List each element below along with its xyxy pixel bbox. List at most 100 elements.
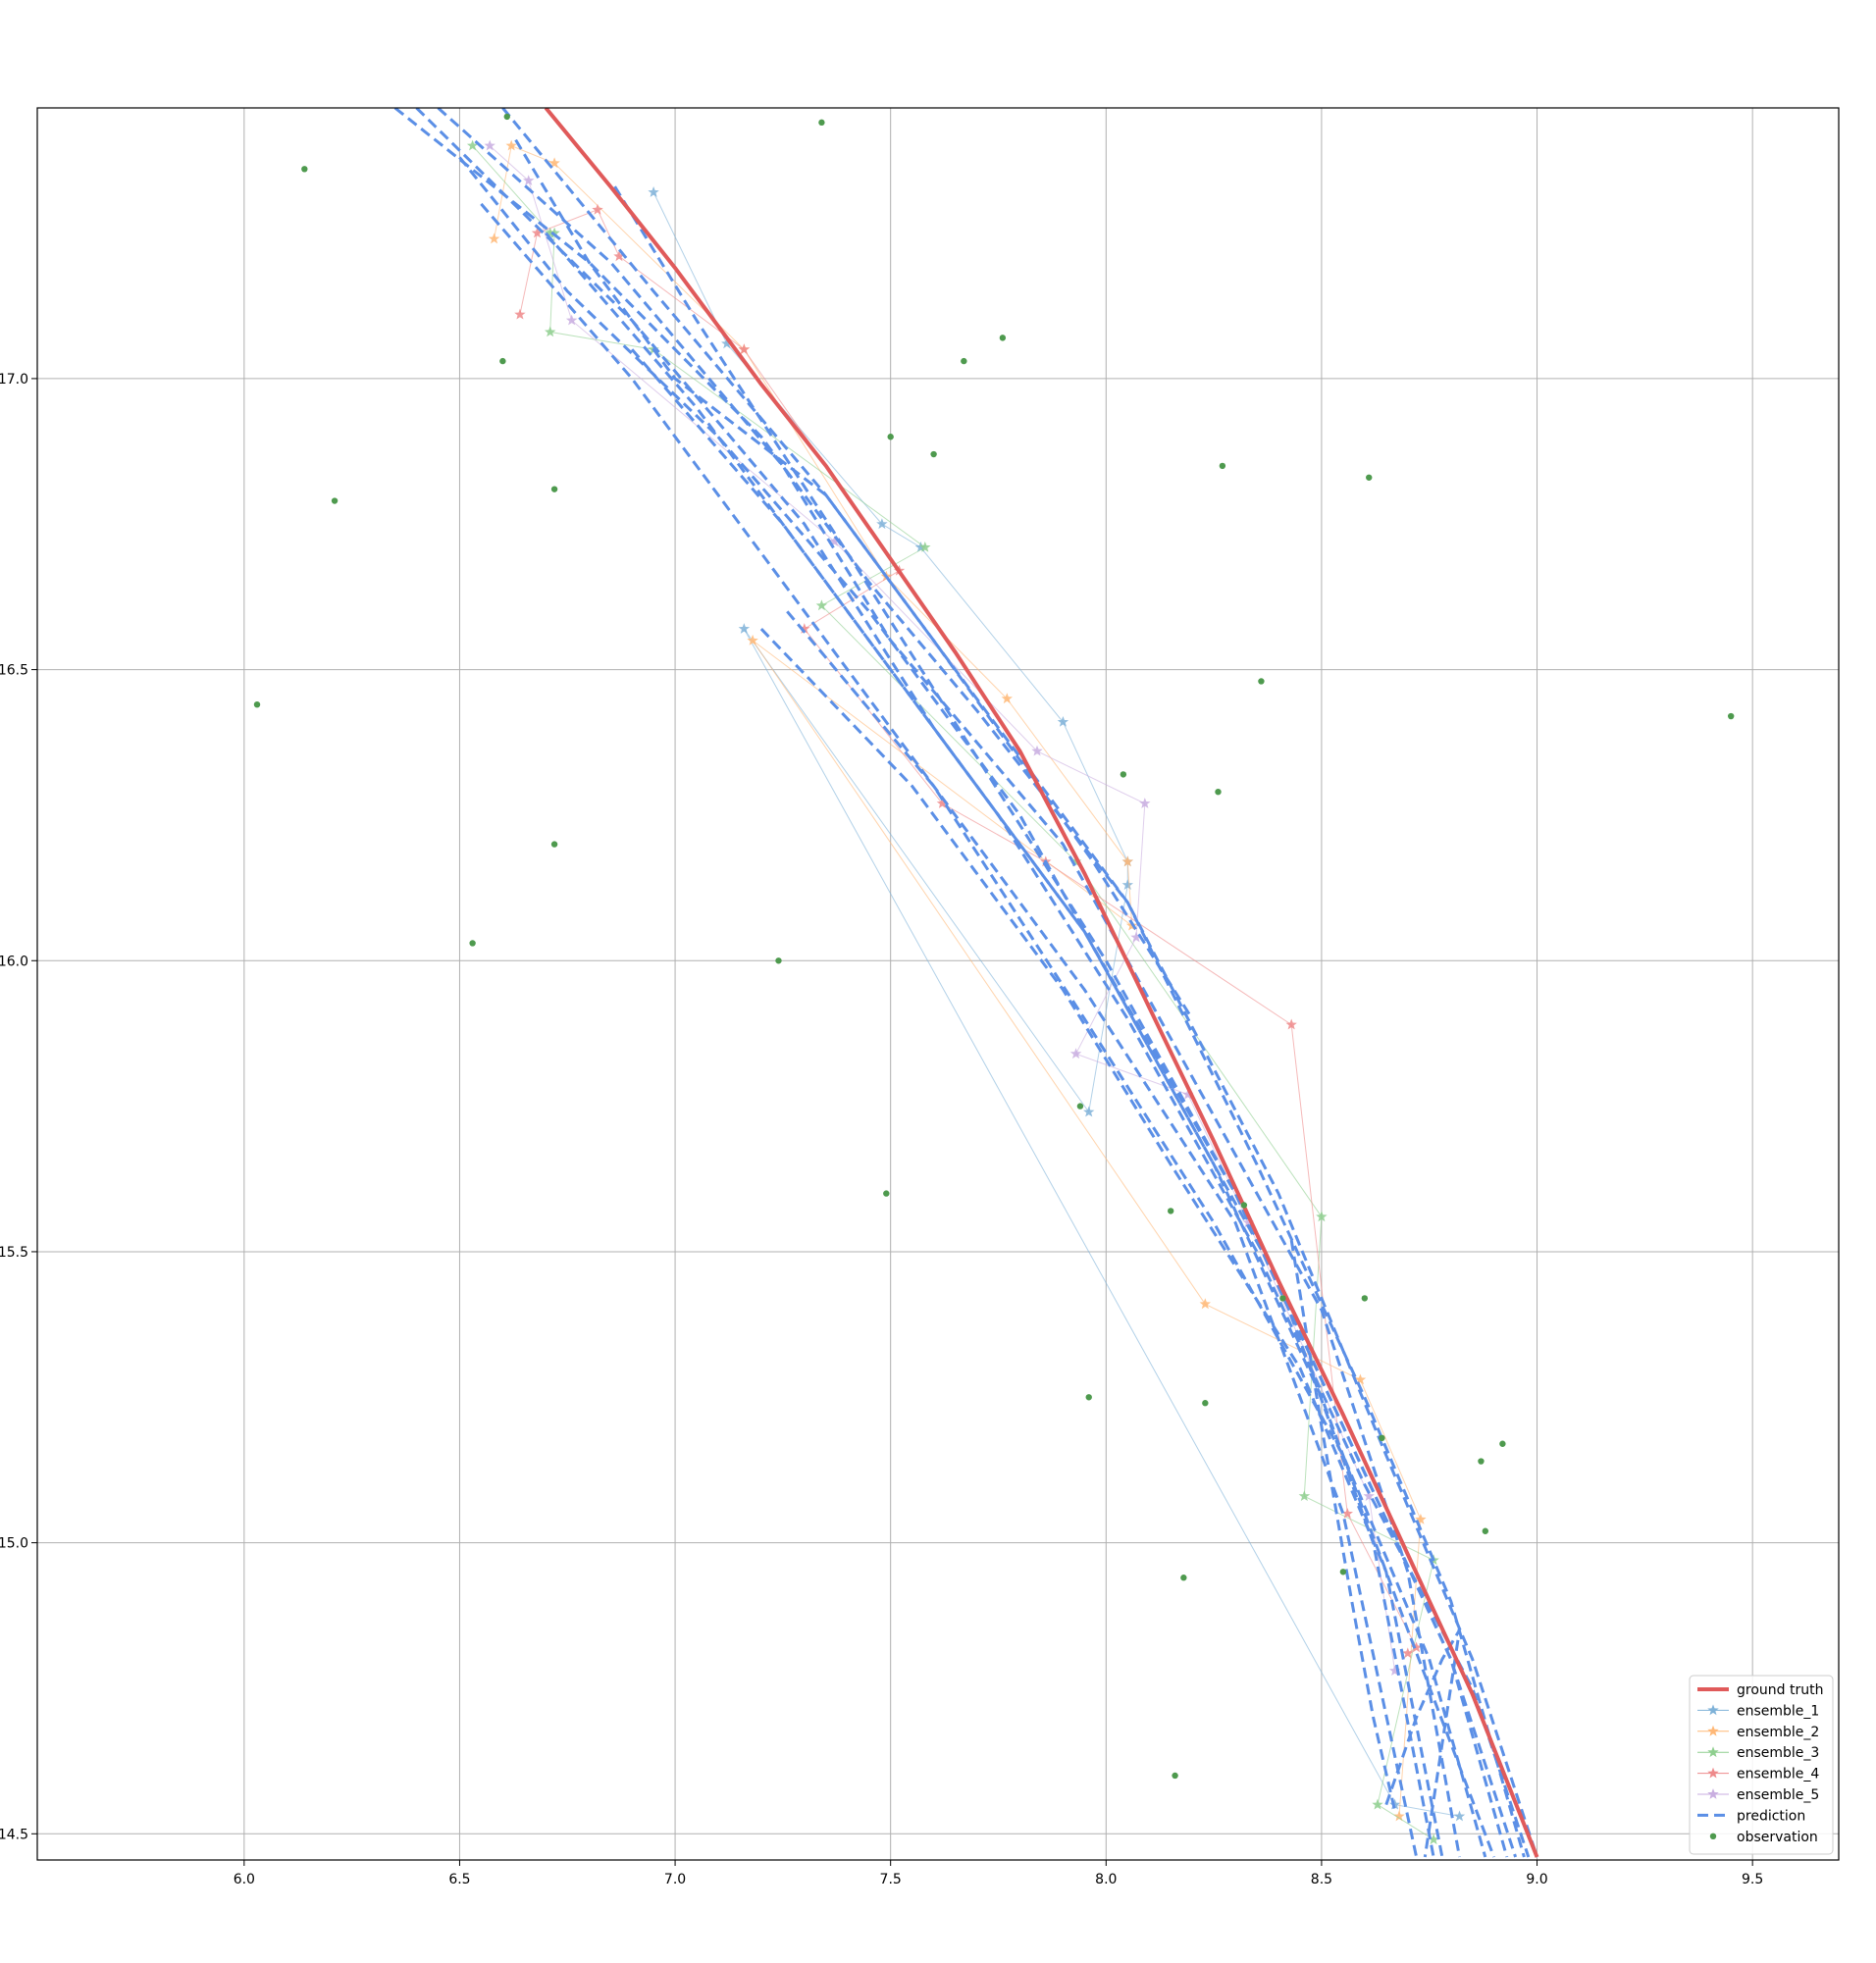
observation-point [1202,1400,1209,1407]
observation-point [331,497,339,504]
ensemble_5-star-point [484,139,495,151]
observation-point [1215,788,1222,796]
ensemble_2-star-point [1393,1810,1405,1822]
observation-point [301,166,308,173]
legend-ensemble_4-star-icon [1707,1767,1719,1779]
observation-point [499,357,506,365]
legend-label-ensemble_2: ensemble_2 [1737,1725,1819,1740]
observation-point [883,1190,890,1197]
ensemble_5-star-point [523,175,535,185]
observation-point [1366,474,1373,481]
observation-point [550,841,558,848]
ensemble_4-star-point [514,308,526,320]
legend-ensemble_2-star-icon [1707,1725,1719,1736]
ensemble_3-star-point [1428,1834,1439,1845]
prediction-line [458,156,1435,1858]
ensemble_4-star-point [613,250,625,262]
ensemble_2-star-point [548,157,560,169]
y-tick-label: 16.0 [0,954,28,969]
observation-point [1167,1208,1174,1214]
y-tick-label: 15.0 [0,1536,28,1552]
ensemble_5-star-point [828,536,841,546]
ensemble_3-star-point [466,139,479,151]
legend-ensemble_1-star-icon [1707,1704,1719,1716]
legend-label-ensemble_3: ensemble_3 [1737,1745,1819,1761]
observation-point [1727,712,1735,720]
ensemble_5-star-point [1031,745,1043,756]
observation-point [961,357,967,365]
ground-truth-line [544,108,1539,1858]
ensemble_1-star-point [648,186,659,197]
ensemble_2-star-point [1121,855,1133,867]
ensemble_4-star-point [1410,1641,1423,1653]
legend-label-ground_truth: ground truth [1737,1682,1823,1698]
prediction-line [514,138,1194,1020]
y-tick-label: 15.5 [0,1245,28,1261]
x-tick-label: 6.0 [234,1872,255,1887]
ensemble_1-star-point [1121,879,1133,890]
observation-point [818,119,825,127]
ensemble_5-star-point [1242,1216,1254,1228]
prediction-line [437,108,1461,1858]
observation-point [1180,1575,1187,1581]
ensemble_1-star-point [1083,1106,1095,1117]
observation-point [469,940,476,947]
prediction-line [501,108,1538,1858]
observation-point [1279,1295,1286,1302]
ensemble_2-star-point [1001,693,1013,704]
legend-label-observation: observation [1737,1830,1818,1845]
ensemble_4-star-point [936,798,949,808]
ensemble_1-star-point [721,337,733,349]
legend-box [1689,1675,1834,1855]
ensemble_3-star-point [548,227,560,238]
observation-point [503,113,510,121]
ensemble_4-star-point [738,343,751,355]
observation-point [1076,1103,1084,1110]
legend-ensemble_5-star-icon [1707,1788,1719,1799]
series-layer [253,108,1735,1858]
ensemble_1-star-point [876,518,888,530]
prediction-line [630,348,1496,1858]
x-tick-label: 8.0 [1095,1872,1117,1887]
x-tick-label: 7.5 [880,1872,902,1887]
ensemble_5-star-point [1130,931,1142,943]
legend-ensemble_3-star-icon [1707,1746,1719,1758]
legend-label-ensemble_1: ensemble_1 [1737,1703,1819,1719]
ensemble_5-star-point [1139,798,1151,808]
ensemble_2-star-point [747,634,758,646]
observation-point [253,700,261,708]
observation-point [1258,678,1265,685]
ensemble_5-star-point [565,314,578,326]
observation-point [1339,1569,1347,1576]
ensemble_1-star-point [738,623,751,634]
ensemble_5-star-point [1069,1048,1082,1059]
plot-frame [36,107,1840,1861]
x-tick-label: 7.0 [664,1872,686,1887]
grid [37,108,1839,1860]
observation-point [930,450,937,458]
observation-point [1499,1440,1506,1447]
ensemble_4-star-point [1402,1647,1414,1659]
y-tick-label: 17.0 [0,372,28,387]
ensemble_5-line [489,145,1396,1672]
observation-point [999,335,1007,341]
ensemble_5-star-point [1363,1490,1375,1501]
ensemble_4-star-point [1341,1508,1353,1519]
observation-point [1379,1434,1385,1442]
legend-observation-dot-icon [1709,1833,1717,1840]
ensemble_2-star-point [1415,1513,1427,1524]
y-tick-label: 14.5 [0,1827,28,1842]
y-tick-label: 16.5 [0,663,28,679]
x-tick-label: 8.5 [1311,1872,1332,1887]
ensemble_3-star-point [545,326,556,337]
legend-label-ensemble_5: ensemble_5 [1737,1787,1819,1803]
ensemble_3-star-point [1298,1490,1311,1501]
observation-point [1120,771,1127,778]
ensemble_1-star-point [1057,716,1069,727]
ensemble_5-star-point [1388,1665,1401,1676]
ensemble_3-star-point [919,542,931,552]
x-tick-label: 9.5 [1742,1872,1763,1887]
ensemble_3-star-point [1372,1798,1383,1810]
